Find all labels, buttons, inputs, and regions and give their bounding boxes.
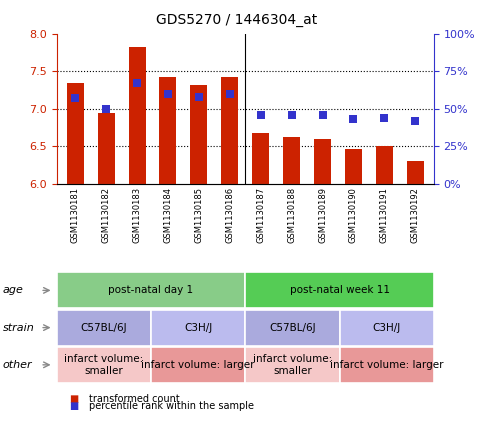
Point <box>350 116 357 123</box>
Bar <box>407 162 424 184</box>
Text: post-natal week 11: post-natal week 11 <box>289 286 389 295</box>
Point <box>257 112 265 118</box>
Point <box>318 112 326 118</box>
Bar <box>221 77 238 184</box>
Point <box>133 80 141 87</box>
Point <box>71 95 79 102</box>
Point <box>288 112 296 118</box>
Text: infarct volume: larger: infarct volume: larger <box>330 360 443 370</box>
Text: infarct volume: larger: infarct volume: larger <box>141 360 255 370</box>
Text: strain: strain <box>2 323 34 332</box>
Text: age: age <box>2 286 23 295</box>
Text: transformed count: transformed count <box>89 394 179 404</box>
Text: C57BL/6J: C57BL/6J <box>269 323 316 332</box>
Bar <box>252 133 269 184</box>
Bar <box>314 139 331 184</box>
Bar <box>98 113 115 184</box>
Point <box>164 91 172 97</box>
Text: C3H/J: C3H/J <box>184 323 212 332</box>
Text: C57BL/6J: C57BL/6J <box>80 323 127 332</box>
Text: percentile rank within the sample: percentile rank within the sample <box>89 401 254 411</box>
Bar <box>283 137 300 184</box>
Bar <box>67 82 84 184</box>
Bar <box>345 149 362 184</box>
Text: ■: ■ <box>69 394 78 404</box>
Text: GDS5270 / 1446304_at: GDS5270 / 1446304_at <box>156 13 317 27</box>
Text: post-natal day 1: post-natal day 1 <box>108 286 194 295</box>
Text: ■: ■ <box>69 401 78 411</box>
Point <box>102 105 110 112</box>
Point <box>411 118 419 124</box>
Point <box>226 91 234 97</box>
Point <box>195 93 203 100</box>
Bar <box>129 47 145 184</box>
Point <box>381 115 388 121</box>
Text: infarct volume:
smaller: infarct volume: smaller <box>253 354 332 376</box>
Text: infarct volume:
smaller: infarct volume: smaller <box>64 354 143 376</box>
Bar <box>190 85 208 184</box>
Text: C3H/J: C3H/J <box>373 323 401 332</box>
Bar <box>159 77 176 184</box>
Bar <box>376 146 393 184</box>
Text: other: other <box>2 360 32 370</box>
